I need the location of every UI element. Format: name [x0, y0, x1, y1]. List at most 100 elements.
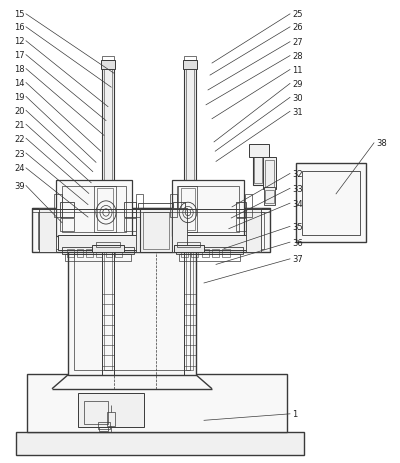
Text: 21: 21: [14, 120, 25, 130]
Bar: [115, 250, 122, 257]
Bar: [184, 67, 196, 211]
Text: 15: 15: [14, 10, 25, 19]
Bar: [296, 164, 366, 243]
Text: 12: 12: [14, 37, 25, 46]
Bar: [173, 235, 247, 250]
Bar: [249, 144, 269, 157]
Bar: [106, 250, 112, 257]
Bar: [27, 375, 287, 432]
Bar: [265, 160, 274, 188]
Bar: [84, 401, 108, 424]
Bar: [92, 245, 124, 252]
Bar: [173, 219, 185, 232]
Text: 32: 32: [292, 169, 303, 179]
Bar: [96, 243, 120, 247]
Bar: [96, 250, 102, 257]
Text: 37: 37: [292, 255, 303, 264]
Bar: [170, 194, 177, 218]
Bar: [107, 412, 115, 426]
Bar: [97, 189, 113, 231]
Bar: [172, 181, 244, 236]
Bar: [184, 56, 196, 61]
Text: 18: 18: [14, 65, 25, 74]
Text: 22: 22: [14, 134, 25, 144]
Text: 25: 25: [292, 10, 302, 19]
Bar: [183, 61, 197, 69]
Bar: [32, 208, 270, 252]
Bar: [264, 188, 275, 206]
Bar: [67, 250, 74, 257]
Bar: [302, 171, 360, 235]
Text: 1: 1: [292, 409, 297, 419]
Bar: [174, 245, 204, 252]
Bar: [104, 250, 112, 370]
Text: 33: 33: [292, 184, 303, 194]
Text: 19: 19: [14, 93, 25, 102]
Bar: [62, 186, 126, 232]
Text: 35: 35: [292, 222, 303, 232]
Text: 20: 20: [14, 106, 25, 116]
Bar: [65, 254, 131, 261]
Bar: [263, 157, 276, 190]
Bar: [222, 250, 230, 257]
Text: 17: 17: [14, 51, 25, 60]
Bar: [212, 250, 219, 257]
Bar: [172, 208, 187, 252]
Bar: [56, 181, 132, 236]
Text: 16: 16: [14, 23, 25, 32]
Bar: [54, 194, 62, 218]
Text: 31: 31: [292, 107, 303, 117]
Bar: [177, 186, 239, 232]
Bar: [202, 250, 209, 257]
Bar: [68, 250, 196, 375]
Text: 38: 38: [376, 139, 387, 148]
Bar: [60, 203, 74, 218]
Bar: [102, 250, 114, 375]
Bar: [253, 154, 264, 185]
Bar: [86, 250, 93, 257]
Bar: [136, 208, 153, 252]
Bar: [124, 203, 136, 218]
Bar: [124, 219, 136, 232]
Bar: [181, 250, 188, 257]
Text: 11: 11: [292, 66, 302, 75]
Text: 34: 34: [292, 199, 303, 208]
Bar: [191, 250, 198, 257]
Text: 30: 30: [292, 94, 303, 103]
Bar: [179, 254, 240, 261]
Bar: [98, 422, 110, 429]
Bar: [99, 427, 108, 431]
Bar: [58, 235, 138, 250]
Bar: [176, 248, 243, 255]
Bar: [186, 250, 193, 370]
Bar: [265, 191, 274, 204]
Text: 39: 39: [14, 181, 25, 191]
Bar: [184, 250, 196, 375]
Bar: [102, 56, 114, 61]
Bar: [140, 208, 172, 252]
Text: 26: 26: [292, 23, 303, 32]
Bar: [136, 194, 143, 218]
Bar: [62, 248, 134, 255]
Text: 14: 14: [14, 79, 25, 88]
Bar: [94, 186, 116, 232]
Bar: [102, 67, 114, 211]
Bar: [16, 432, 304, 455]
Bar: [173, 203, 185, 218]
Bar: [60, 219, 74, 232]
Bar: [236, 219, 246, 232]
Bar: [181, 189, 195, 231]
Text: 29: 29: [292, 80, 302, 89]
Bar: [78, 394, 144, 427]
Text: 23: 23: [14, 149, 25, 158]
Text: 28: 28: [292, 52, 303, 61]
Text: 27: 27: [292, 38, 303, 47]
Text: 24: 24: [14, 164, 25, 173]
Bar: [177, 243, 200, 247]
Text: 36: 36: [292, 238, 303, 247]
Bar: [101, 61, 115, 69]
Bar: [38, 212, 264, 249]
Bar: [104, 67, 112, 208]
Bar: [236, 203, 246, 218]
Bar: [186, 67, 194, 208]
